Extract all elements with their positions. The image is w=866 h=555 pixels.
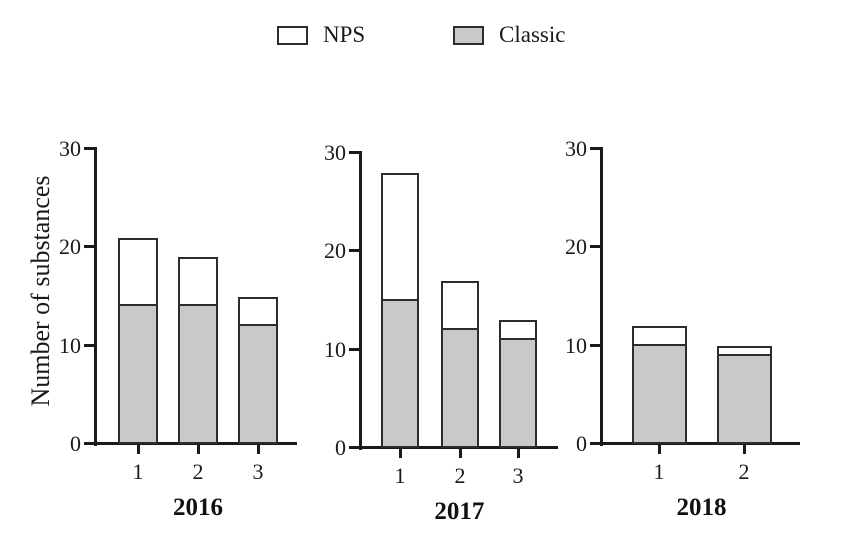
y-tick-label: 0 <box>70 431 81 456</box>
segment-classic <box>120 304 156 442</box>
bar-2018-1 <box>631 326 687 444</box>
y-tick-label: 20 <box>324 238 346 263</box>
segment-classic <box>180 304 216 442</box>
y-tick-label: 20 <box>59 234 81 259</box>
y-tick <box>349 446 359 449</box>
y-tick-label: 20 <box>565 234 587 259</box>
x-tick-label: 2 <box>192 459 204 484</box>
year-label-2016: 2016 <box>173 494 223 521</box>
panel-2017: 0 10 20 30 1 2 3 2017 <box>324 140 558 525</box>
y-tick <box>590 147 600 150</box>
y-tick <box>349 348 359 351</box>
nps-legend-swatch <box>277 25 308 45</box>
nps-legend-label: NPS <box>323 22 366 47</box>
x-tick-label: 3 <box>252 459 264 484</box>
x-axis-line <box>590 442 800 445</box>
panel-2018: 0 10 20 30 1 2 2018 <box>565 136 800 521</box>
segment-classic <box>633 343 685 442</box>
y-tick <box>590 344 600 347</box>
year-label-2018: 2018 <box>676 494 727 521</box>
segment-classic <box>240 324 276 442</box>
y-tick-label: 10 <box>59 333 81 358</box>
x-tick-label: 1 <box>394 463 406 488</box>
bar-2017-1 <box>381 172 419 448</box>
y-tick <box>349 151 359 154</box>
y-tick <box>84 245 94 248</box>
y-tick <box>84 442 94 445</box>
legend-item-nps: NPS <box>277 23 365 47</box>
bar-2016-1 <box>118 237 158 444</box>
x-tick <box>256 445 260 454</box>
segment-classic <box>501 337 535 446</box>
y-tick-label: 30 <box>59 136 81 161</box>
x-tick <box>742 445 746 454</box>
segment-classic <box>718 353 770 442</box>
x-tick-label: 2 <box>738 459 750 484</box>
y-tick-label: 30 <box>565 136 587 161</box>
classic-legend-label: Classic <box>499 22 566 47</box>
bar-2017-2 <box>441 280 479 448</box>
y-tick <box>349 249 359 252</box>
y-axis-line <box>94 147 97 446</box>
segment-classic <box>443 328 477 446</box>
segment-classic <box>383 298 417 446</box>
y-tick-label: 0 <box>576 431 587 456</box>
bar-2017-3 <box>499 320 537 448</box>
x-tick <box>458 449 462 458</box>
x-tick-label: 2 <box>454 463 466 488</box>
y-tick-label: 0 <box>335 435 346 460</box>
x-tick-label: 1 <box>132 459 144 484</box>
y-tick <box>84 344 94 347</box>
x-tick <box>398 449 402 458</box>
x-tick <box>196 445 200 454</box>
panel-2016: 0 10 20 30 1 2 3 2016 <box>59 136 297 521</box>
x-tick <box>136 445 140 454</box>
x-tick <box>657 445 661 454</box>
x-tick <box>516 449 520 458</box>
y-axis-title: Number of substances <box>26 175 55 407</box>
bar-2018-2 <box>716 345 772 444</box>
year-label-2017: 2017 <box>434 498 485 525</box>
y-tick-label: 10 <box>324 337 346 362</box>
x-tick-label: 3 <box>512 463 524 488</box>
y-tick-label: 10 <box>565 333 587 358</box>
y-axis-line <box>359 151 362 450</box>
bar-2016-3 <box>238 296 278 444</box>
y-tick <box>590 245 600 248</box>
y-tick <box>84 147 94 150</box>
y-tick-label: 30 <box>324 140 346 165</box>
y-tick <box>590 442 600 445</box>
x-tick-label: 1 <box>653 459 665 484</box>
classic-legend-swatch <box>453 25 484 45</box>
y-axis-line <box>600 147 603 446</box>
bar-2016-2 <box>178 257 218 444</box>
legend-item-classic: Classic <box>453 23 565 47</box>
